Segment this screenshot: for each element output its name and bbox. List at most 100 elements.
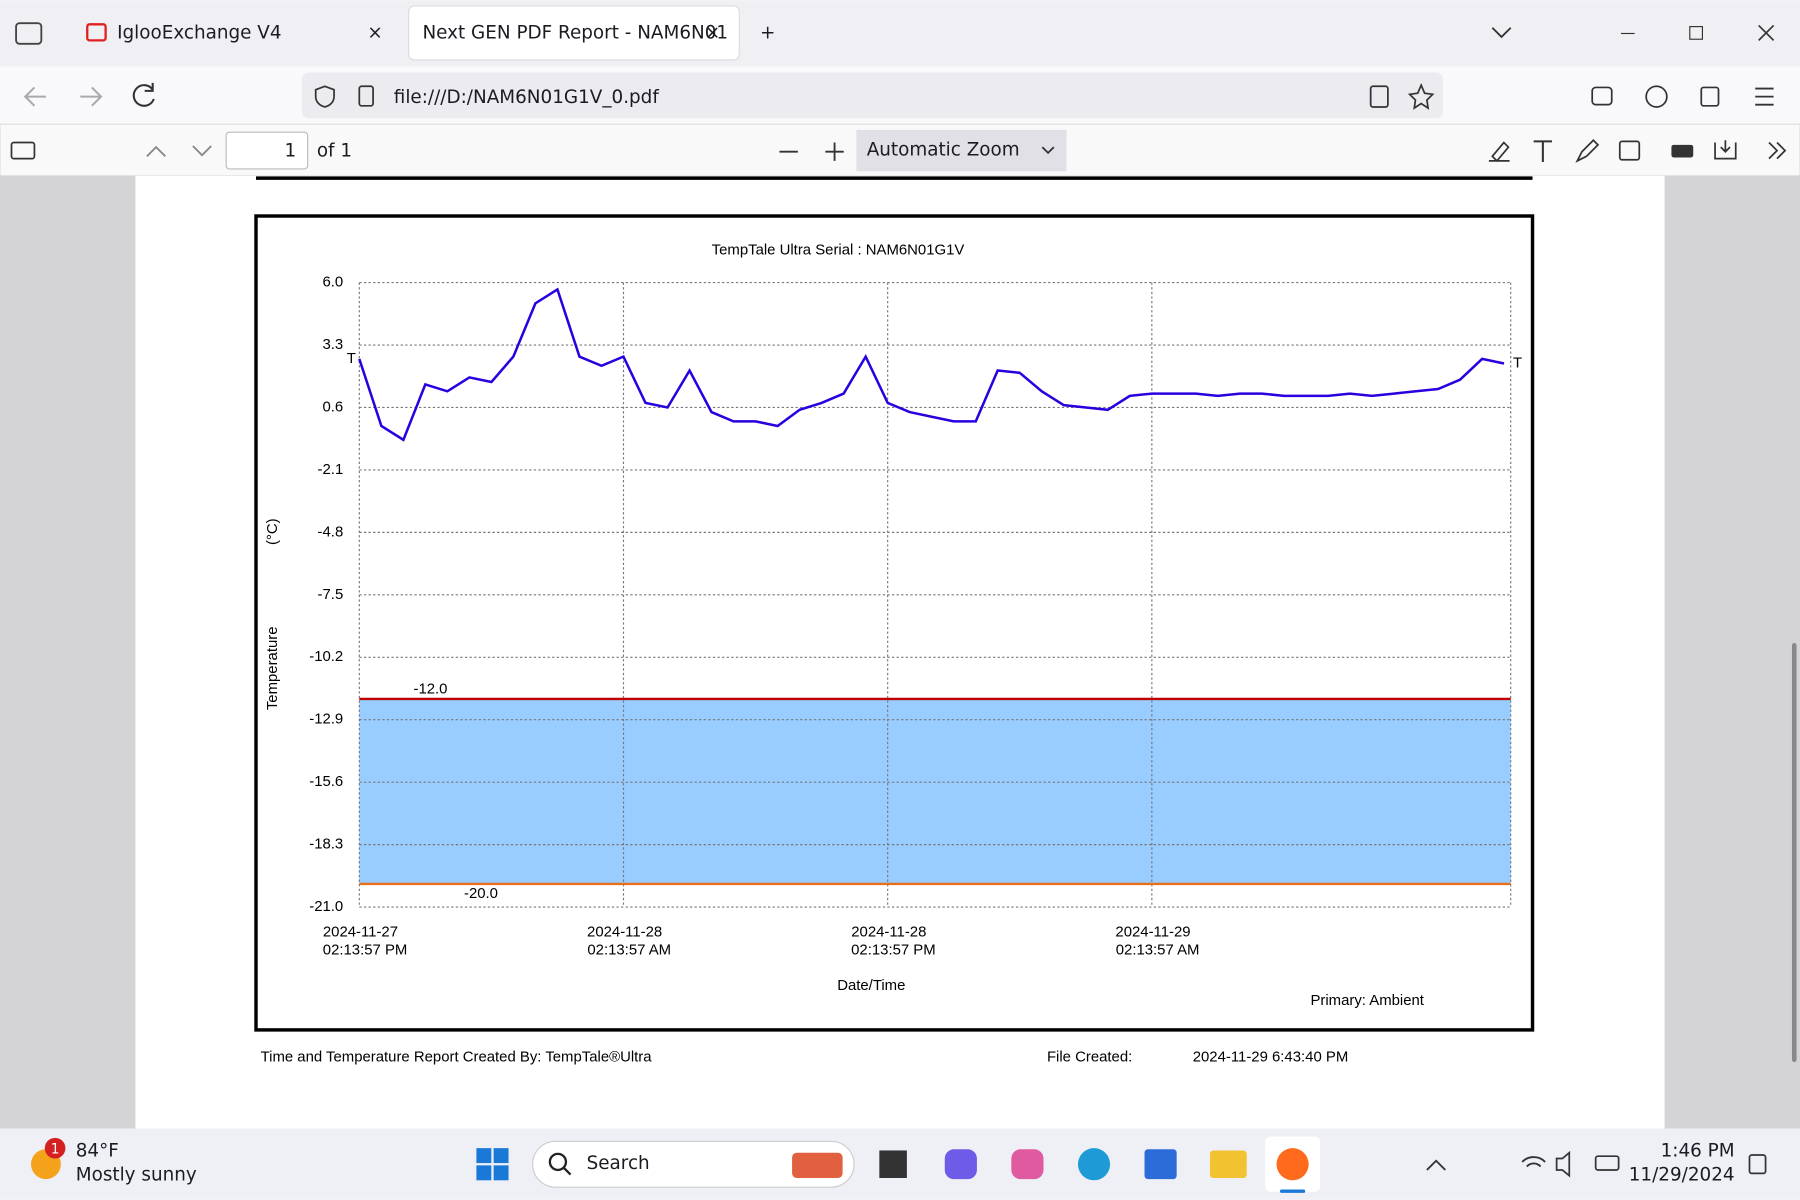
extensions[interactable] (1700, 86, 1720, 107)
draw-tool[interactable] (1575, 139, 1600, 163)
clock-date[interactable]: 11/29/2024 (1629, 1165, 1735, 1186)
threshold-label: -12.0 (413, 681, 447, 698)
reader-view[interactable] (1369, 85, 1389, 108)
search-box[interactable] (532, 1140, 855, 1188)
tab-list-button[interactable] (15, 22, 43, 45)
wifi[interactable] (1521, 1156, 1546, 1168)
x-tick-time: 02:13:57 PM (323, 942, 408, 959)
x-tick-date: 2024-11-29 (1115, 923, 1190, 940)
y-tick-label: -18.3 (309, 836, 343, 853)
page-input[interactable] (225, 131, 309, 170)
volume[interactable] (1555, 1150, 1571, 1178)
site-info[interactable] (314, 85, 335, 108)
start-pane (476, 1148, 492, 1164)
tab[interactable]: IglooExchange V4 × (86, 22, 383, 43)
badge-count: 1 (51, 1141, 60, 1157)
account[interactable] (1645, 85, 1668, 108)
next-page[interactable] (192, 145, 212, 157)
y-tick-label: -12.9 (309, 711, 343, 728)
zoom-value: Automatic Zoom (867, 140, 1020, 161)
reload[interactable] (132, 82, 155, 107)
page-icon (358, 85, 374, 107)
y-axis-unit: (°C) (264, 518, 281, 545)
report-creator: Time and Temperature Report Created By: … (261, 1048, 653, 1065)
search-icon (548, 1152, 568, 1172)
chart-frame (254, 214, 1535, 1032)
chart-title: TempTale Ultra Serial : NAM6N01G1V (712, 241, 965, 258)
app-explorer[interactable] (1209, 1150, 1247, 1178)
y-tick-label: -10.2 (309, 648, 343, 665)
search-highlight (792, 1152, 843, 1178)
tab-overflow[interactable] (1491, 27, 1512, 39)
url: file:///D:/NAM6N01G1V_0.pdf (394, 87, 660, 108)
tab-close[interactable]: × (367, 22, 382, 43)
image-tool[interactable] (1618, 140, 1641, 161)
close-window[interactable] (1758, 24, 1775, 41)
scrollbar[interactable] (1791, 643, 1797, 1063)
new-tab[interactable]: + (760, 22, 775, 43)
chart-note: Primary: Ambient (1310, 992, 1424, 1009)
end-marker: T (347, 350, 356, 367)
x-tick-date: 2024-11-28 (587, 923, 662, 940)
y-tick-label: 0.6 (323, 398, 344, 415)
y-tick-label: -7.5 (318, 586, 344, 603)
app-task-view[interactable] (879, 1150, 907, 1178)
weather-temp: 84°F (76, 1141, 119, 1162)
file-created-label: File Created: (1047, 1048, 1132, 1065)
battery[interactable] (1594, 1155, 1620, 1171)
file-created: 2024-11-29 6:43:40 PM (1193, 1048, 1349, 1065)
zoom-arrow (1041, 146, 1055, 155)
sidebar-toggle[interactable] (10, 141, 36, 160)
x-tick-time: 02:13:57 AM (1116, 942, 1200, 959)
weather-desc: Mostly sunny (76, 1165, 197, 1186)
app-edge[interactable] (1077, 1148, 1111, 1181)
x-tick-date: 2024-11-28 (851, 923, 926, 940)
chart: TempTale Ultra Serial : NAM6N01G1V 6.0 3.3… (264, 241, 1522, 1009)
badge (44, 1137, 66, 1159)
pocket[interactable] (1591, 86, 1613, 106)
restore[interactable] (1689, 26, 1703, 40)
y-tick-label: -4.8 (318, 523, 344, 540)
acceptable-band (359, 698, 1511, 884)
more-tools[interactable] (1768, 141, 1787, 160)
temperature-line (358, 287, 1505, 442)
forward[interactable] (80, 86, 103, 107)
print[interactable] (1671, 144, 1694, 158)
tab-title: IglooExchange V4 (117, 22, 281, 43)
tab-close[interactable]: × (705, 22, 720, 43)
tab-icon (86, 23, 107, 42)
app-copilot[interactable] (1011, 1149, 1044, 1180)
menu[interactable] (1755, 87, 1774, 106)
url-bar[interactable] (301, 72, 1443, 119)
clock-time[interactable]: 1:46 PM (1661, 1141, 1735, 1162)
highlight-tool[interactable] (1488, 141, 1510, 163)
bookmark[interactable] (1407, 82, 1435, 110)
active-indicator (1279, 1189, 1306, 1193)
start-pane (476, 1165, 492, 1181)
tab-title: Next GEN PDF Report - NAM6N01 (422, 22, 728, 43)
notifications[interactable] (1748, 1154, 1767, 1175)
zoom-select[interactable] (856, 129, 1067, 172)
zoom-in[interactable] (825, 142, 844, 161)
tray-overflow[interactable] (1426, 1159, 1446, 1171)
x-tick-time: 02:13:57 AM (587, 942, 671, 959)
page-number: 1 (284, 141, 296, 162)
start-pane (493, 1165, 509, 1181)
text-tool[interactable] (1533, 140, 1553, 163)
start-button[interactable] (476, 1148, 509, 1181)
y-tick-label: -15.6 (309, 773, 343, 790)
previous-page[interactable] (146, 145, 166, 157)
back[interactable] (23, 86, 46, 107)
app-teams[interactable] (944, 1149, 977, 1180)
tab-active[interactable]: Next GEN PDF Report - NAM6N01 × (408, 5, 740, 61)
save[interactable] (1714, 140, 1737, 160)
y-tick-label: 6.0 (323, 274, 344, 291)
tab-background (408, 5, 740, 61)
tab-bar (0, 0, 1800, 67)
threshold-label: -20.0 (464, 885, 498, 902)
weather-widget[interactable]: 1 84°F Mostly sunny (30, 1137, 197, 1186)
y-axis-label: Temperature (264, 626, 281, 710)
app-store[interactable] (1144, 1149, 1177, 1180)
start-pane (493, 1148, 509, 1164)
